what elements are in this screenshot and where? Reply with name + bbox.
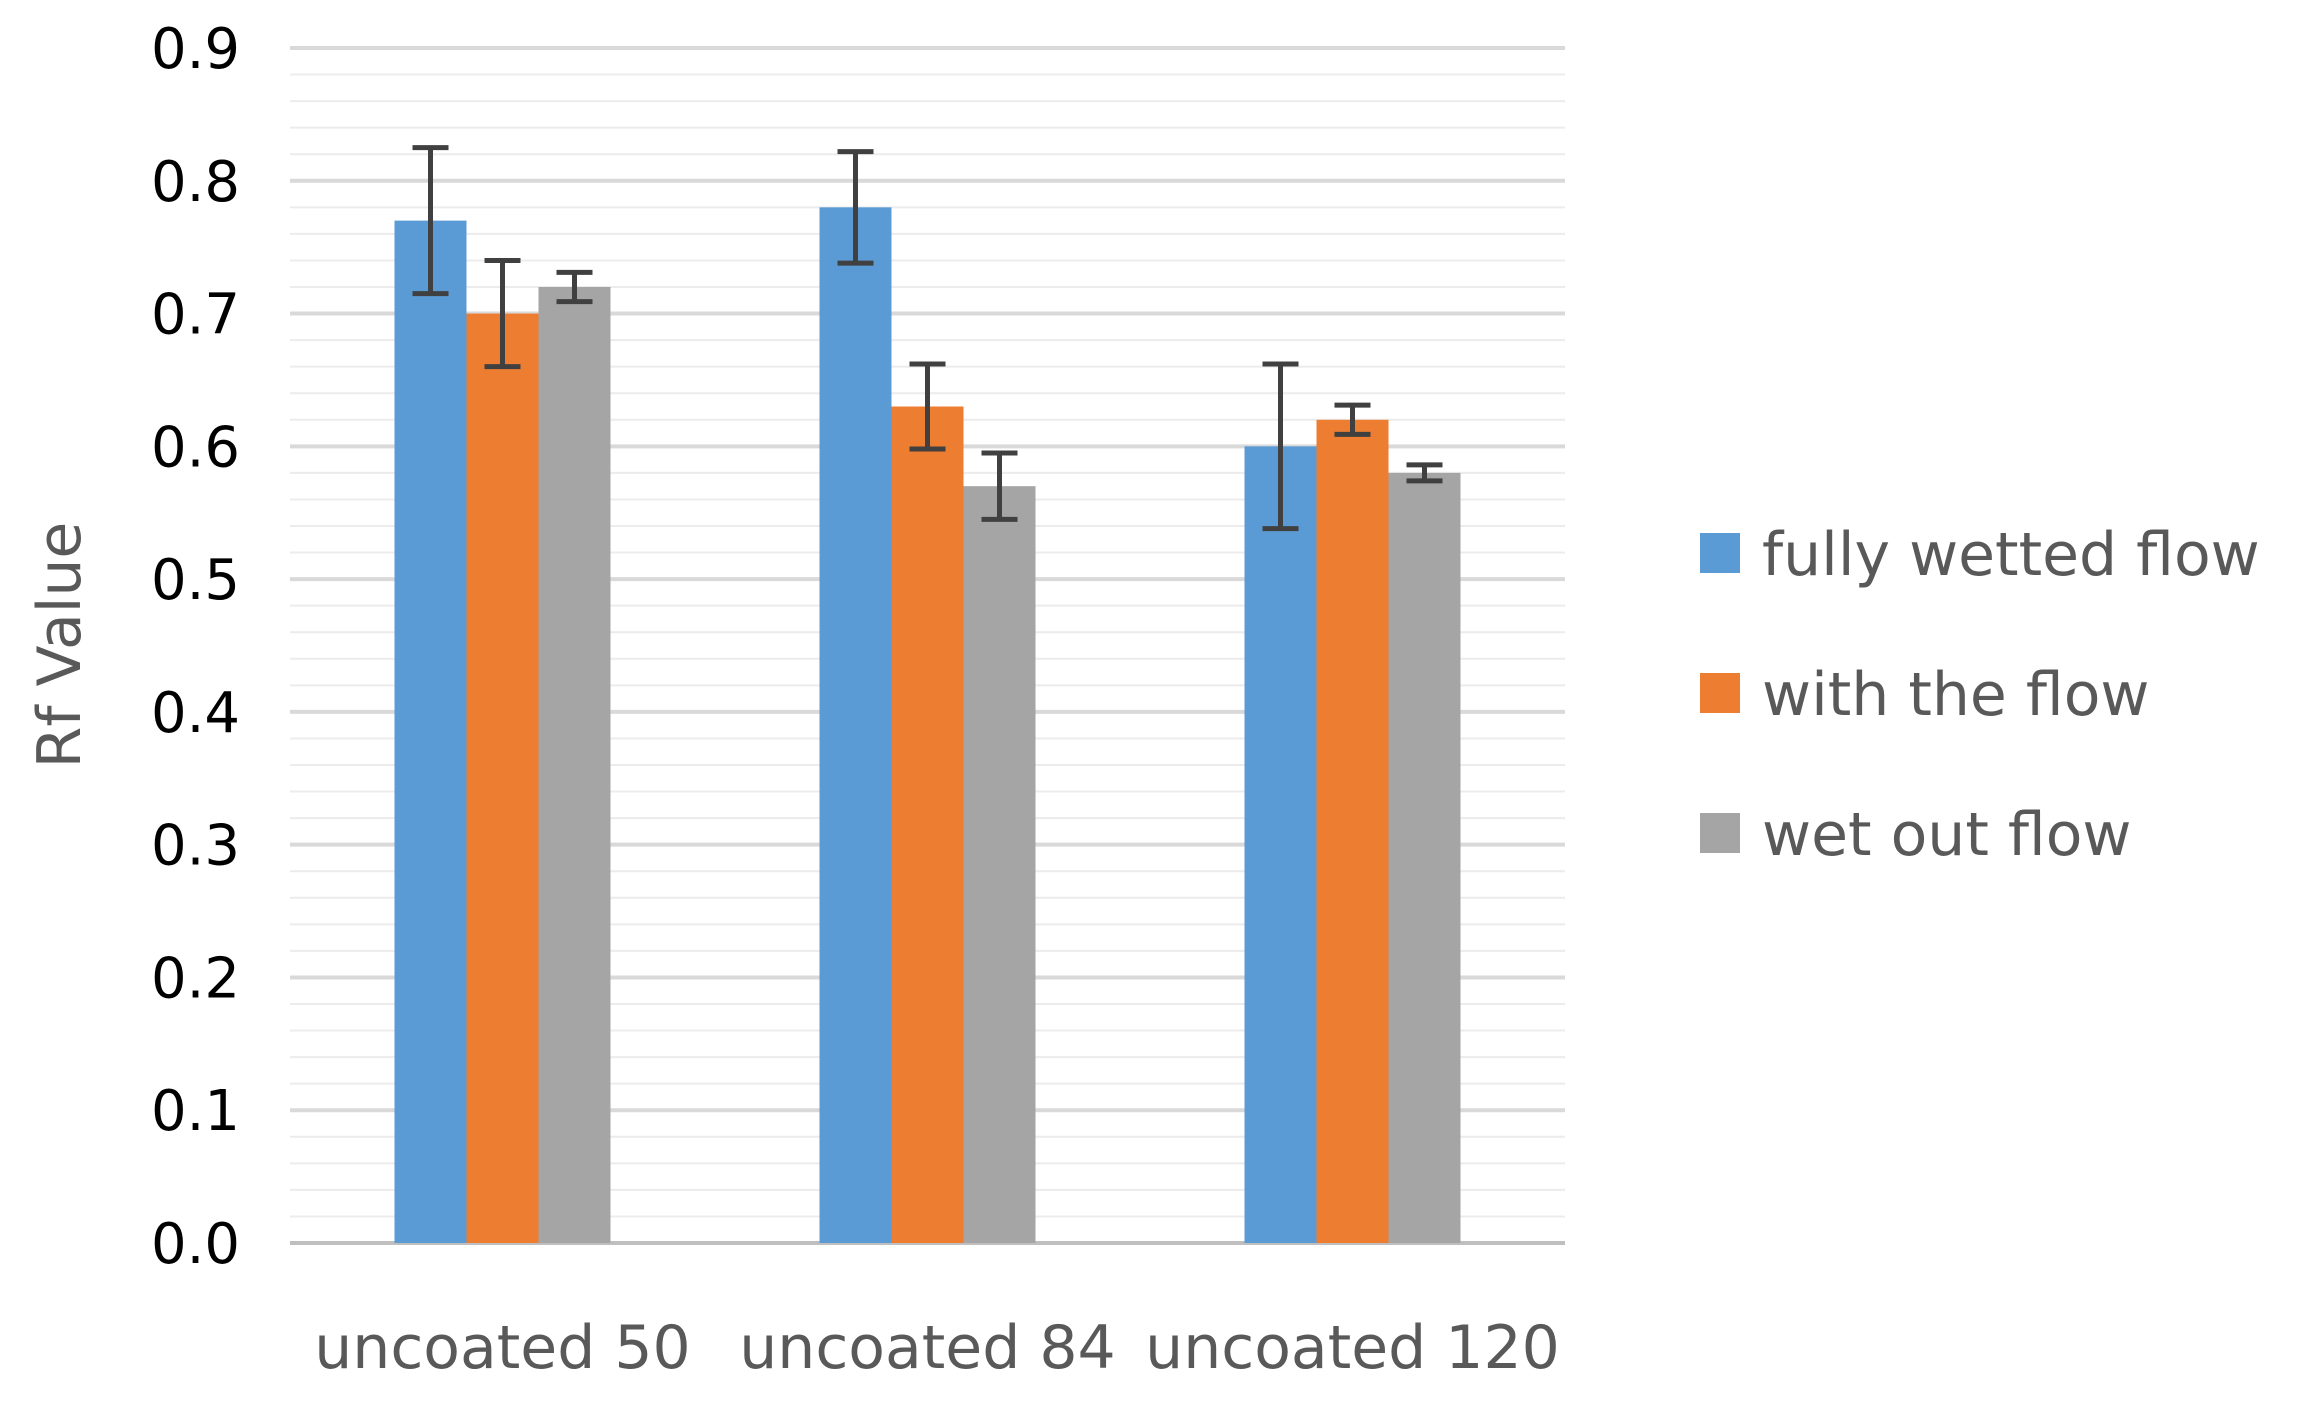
bar — [963, 486, 1036, 1244]
bars — [394, 207, 1461, 1244]
legend-swatch — [1700, 813, 1740, 853]
bar — [1316, 419, 1389, 1243]
y-tick-label: 0.4 — [151, 681, 240, 746]
y-tick-label: 0.1 — [151, 1079, 240, 1144]
y-tick-label: 0.5 — [151, 548, 240, 613]
legend-swatch — [1700, 533, 1740, 573]
x-axis-categories: uncoated 50 uncoated 84 uncoated 120 — [314, 1313, 1560, 1383]
bar — [819, 207, 892, 1243]
y-tick-label: 0.7 — [151, 283, 240, 348]
y-tick-label: 0.3 — [151, 814, 240, 879]
y-axis-ticks: 0.0 0.1 0.2 0.3 0.4 0.5 0.6 0.7 0.8 0.9 — [151, 17, 240, 1277]
y-tick-label: 0.0 — [151, 1212, 240, 1277]
bar — [1244, 446, 1317, 1243]
bar — [1388, 472, 1461, 1243]
y-tick-label: 0.6 — [151, 415, 240, 480]
y-tick-label: 0.9 — [151, 17, 240, 82]
legend: fully wetted flow with the flow wet out fl… — [1700, 520, 2260, 870]
error-bars — [412, 145, 1443, 532]
legend-label: fully wetted flow — [1762, 520, 2260, 590]
bar — [466, 313, 539, 1243]
y-axis-title: Rf Value — [25, 522, 95, 769]
x-category-label: uncoated 120 — [1145, 1313, 1560, 1383]
x-category-label: uncoated 50 — [314, 1313, 690, 1383]
bar — [891, 406, 964, 1243]
y-tick-label: 0.2 — [151, 946, 240, 1011]
y-tick-label: 0.8 — [151, 150, 240, 215]
legend-label: with the flow — [1762, 660, 2149, 730]
x-category-label: uncoated 84 — [739, 1313, 1115, 1383]
bar — [394, 220, 467, 1244]
legend-label: wet out flow — [1762, 800, 2132, 870]
legend-swatch — [1700, 673, 1740, 713]
bar — [538, 287, 611, 1243]
